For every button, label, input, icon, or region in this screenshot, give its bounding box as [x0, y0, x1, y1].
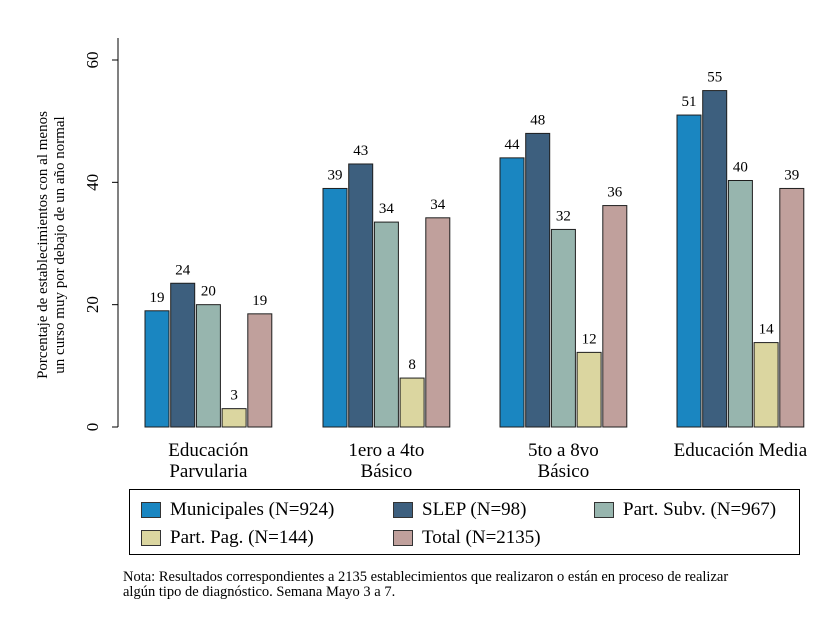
y-tick-label: 0: [83, 423, 102, 432]
x-category-label: Básico: [361, 461, 413, 480]
bar: [576, 351, 602, 428]
footnote: Nota: Resultados correspondientes a 2135…: [123, 570, 835, 600]
legend-label: Part. Subv. (N=967): [623, 499, 777, 520]
bar-value-label: 39: [784, 167, 799, 183]
y-tick-label: 60: [83, 52, 102, 69]
bar: [499, 157, 525, 428]
bar: [373, 221, 399, 428]
bar-value-label: 19: [252, 293, 267, 309]
bar: [399, 377, 425, 428]
x-category-label: Educación: [168, 440, 249, 461]
bar: [602, 205, 628, 428]
bar: [525, 132, 551, 428]
bar-value-label: 20: [201, 284, 216, 300]
bar: [195, 304, 221, 428]
legend-item-part-pag: Part. Pag. (N=144): [141, 527, 314, 549]
bar: [348, 163, 374, 428]
bar-value-label: 24: [175, 262, 191, 278]
bar: [753, 342, 779, 428]
legend-label: Part. Pag. (N=144): [170, 527, 314, 548]
bar-value-label: 51: [682, 94, 697, 110]
x-category-label: Básico: [538, 461, 590, 480]
bar: [322, 187, 348, 428]
bar: [702, 90, 728, 428]
x-category-label: 1ero a 4to: [348, 440, 424, 461]
bar-value-label: 14: [759, 322, 775, 338]
legend-swatch: [594, 502, 614, 518]
bar-value-label: 55: [707, 70, 722, 86]
legend-item-part-subv: Part. Subv. (N=967): [594, 499, 776, 521]
y-tick-label: 40: [83, 174, 102, 191]
footnote-line: algún tipo de diagnóstico. Semana Mayo 3…: [123, 584, 396, 600]
bar-value-label: 39: [328, 167, 343, 183]
bar-labels: 19 24 20 3 19 39 43 34 8 34 44 48 32 12 36 51 55 40 14 39: [150, 70, 800, 404]
y-axis-label-line: Porcentaje de establecimientos con al me…: [35, 111, 51, 379]
bar-value-label: 34: [430, 197, 446, 213]
legend-swatch: [141, 502, 161, 518]
bar-value-label: 40: [733, 159, 748, 175]
bar: [550, 228, 576, 428]
bar-value-label: 43: [353, 143, 368, 159]
bar: [247, 313, 273, 428]
x-category-label: Educación Media: [674, 440, 808, 461]
legend-label: Total (N=2135): [422, 527, 541, 548]
legend-label: Municipales (N=924): [170, 499, 335, 520]
bar-chart: 0 20 40 60 Porcentaje de establecimientos c…: [35, 38, 808, 480]
y-tick-label: 20: [83, 296, 102, 313]
bar-value-label: 44: [505, 137, 521, 153]
y-axis-label-line: un curso muy por debajo de un año normal: [52, 116, 68, 373]
bar: [144, 310, 170, 428]
x-category-label: 5to a 8vo: [528, 440, 599, 461]
bar-value-label: 12: [582, 331, 597, 347]
footnote-line: Nota: Resultados correspondientes a 2135…: [123, 569, 729, 585]
bar-value-label: 8: [408, 357, 416, 373]
bar: [425, 217, 451, 428]
y-axis: 0 20 40 60: [83, 38, 119, 432]
x-category-label: Parvularia: [169, 461, 248, 480]
bar-value-label: 36: [607, 185, 623, 201]
bar-value-label: 48: [530, 112, 545, 128]
legend-swatch: [393, 502, 413, 518]
legend-item-slep: SLEP (N=98): [393, 499, 526, 521]
legend-swatch: [393, 530, 413, 546]
bar-value-label: 32: [556, 208, 571, 224]
bar-value-label: 3: [230, 388, 238, 404]
bar: [676, 114, 702, 428]
bar: [779, 187, 805, 428]
legend: Municipales (N=924) SLEP (N=98) Part. Su…: [129, 489, 800, 555]
bar-value-label: 34: [379, 201, 395, 217]
legend-item-total: Total (N=2135): [393, 527, 541, 549]
bar: [170, 282, 196, 428]
legend-item-municipales: Municipales (N=924): [141, 499, 334, 521]
y-axis-label: Porcentaje de establecimientos con al me…: [35, 111, 68, 379]
bar: [221, 408, 247, 428]
bar-value-label: 19: [150, 290, 165, 306]
legend-swatch: [141, 530, 161, 546]
legend-label: SLEP (N=98): [422, 499, 527, 520]
bars: [144, 90, 805, 428]
bar: [727, 179, 753, 428]
